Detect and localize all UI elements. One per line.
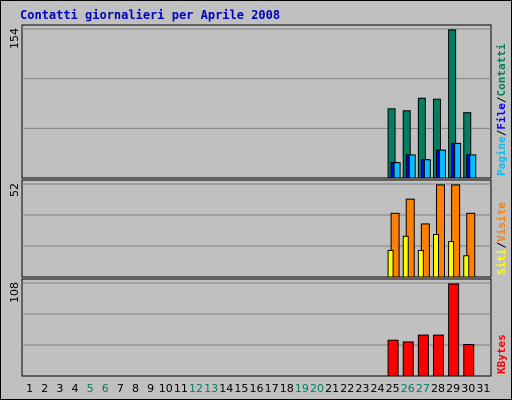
bar-kbytes [448, 283, 460, 377]
bar-visite [466, 212, 476, 278]
x-tick-label: 8 [132, 382, 139, 395]
bar-siti [387, 249, 394, 278]
x-tick-label: 24 [371, 382, 385, 395]
x-tick-label: 10 [159, 382, 173, 395]
legend-separator: / [495, 242, 508, 249]
x-tick-label: 22 [340, 382, 354, 395]
bar-siti [432, 234, 439, 278]
x-tick-label: 3 [56, 382, 63, 395]
x-tick-label: 4 [71, 382, 78, 395]
y-max-label: 154 [8, 28, 21, 49]
x-tick-label: 17 [265, 382, 279, 395]
bar-visite [435, 184, 445, 278]
y-max-label: 52 [8, 183, 21, 197]
bar-kbytes [417, 334, 429, 377]
bar-pagine [454, 142, 462, 179]
bar-visite [451, 184, 461, 278]
x-tick-label: 12 [189, 382, 203, 395]
panel-plot-area [21, 24, 492, 179]
bar-pagine [408, 154, 416, 179]
x-tick-label: 28 [431, 382, 445, 395]
x-tick-label: 18 [280, 382, 294, 395]
panel-3: 108 KBytes [8, 278, 508, 377]
x-tick-label: 7 [117, 382, 124, 395]
bar-pagine [438, 149, 446, 179]
x-tick-label: 1 [26, 382, 33, 395]
bar-kbytes [402, 341, 414, 377]
legend-item-file: File [495, 103, 508, 130]
x-tick-label: 25 [386, 382, 400, 395]
y-max-label: 108 [8, 282, 21, 303]
x-tick-label: 30 [461, 382, 475, 395]
x-tick-label: 16 [250, 382, 264, 395]
x-tick-label: 15 [234, 382, 248, 395]
x-tick-label: 19 [295, 382, 309, 395]
x-tick-label: 29 [446, 382, 460, 395]
legend-item-contatti: Contatti [495, 43, 508, 96]
legend: KBytes [495, 334, 508, 374]
bar-siti [402, 235, 409, 278]
bar-pagine [423, 159, 431, 179]
bar-pagine [393, 162, 401, 179]
chart-title: Contatti giornalieri per Aprile 2008 [20, 8, 280, 22]
x-tick-label: 6 [102, 382, 109, 395]
x-tick-label: 11 [174, 382, 188, 395]
bar-siti [417, 249, 424, 278]
bar-kbytes [387, 339, 399, 377]
x-tick-label: 31 [476, 382, 490, 395]
legend-item-siti: Siti [495, 248, 508, 275]
legend-separator: / [495, 129, 508, 136]
legend: Pagine/File/Contatti [495, 43, 508, 176]
x-tick-label: 26 [401, 382, 415, 395]
x-tick-label: 13 [204, 382, 218, 395]
legend-item-visite: Visite [495, 202, 508, 242]
x-tick-label: 5 [87, 382, 94, 395]
bar-siti [463, 255, 470, 278]
bar-pagine [469, 154, 477, 179]
x-tick-label: 2 [41, 382, 48, 395]
legend: Siti/Visite [495, 202, 508, 275]
legend-item-kbytes: KBytes [495, 334, 508, 374]
x-tick-label: 14 [219, 382, 233, 395]
x-tick-label: 23 [355, 382, 369, 395]
panel-2: 52 Siti/Visite [8, 179, 508, 278]
legend-separator: / [495, 96, 508, 103]
x-tick-label: 21 [325, 382, 339, 395]
x-tick-label: 9 [147, 382, 154, 395]
bar-kbytes [432, 334, 444, 377]
bar-visite [390, 212, 400, 278]
x-tick-label: 20 [310, 382, 324, 395]
x-tick-label: 27 [416, 382, 430, 395]
bar-siti [448, 241, 455, 278]
legend-item-pagine: Pagine [495, 136, 508, 176]
bar-kbytes [463, 343, 475, 377]
